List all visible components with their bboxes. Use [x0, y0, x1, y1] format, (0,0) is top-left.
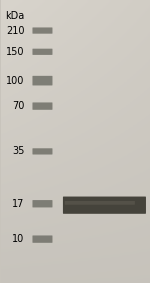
Text: 70: 70: [12, 101, 25, 111]
Text: kDa: kDa: [5, 11, 25, 21]
FancyBboxPatch shape: [32, 148, 52, 155]
FancyBboxPatch shape: [32, 76, 52, 85]
FancyBboxPatch shape: [32, 200, 52, 207]
FancyBboxPatch shape: [32, 102, 52, 110]
FancyBboxPatch shape: [63, 197, 146, 214]
Text: 10: 10: [12, 234, 25, 244]
FancyBboxPatch shape: [32, 235, 52, 243]
Text: 150: 150: [6, 47, 25, 57]
FancyBboxPatch shape: [32, 27, 52, 34]
Text: 210: 210: [6, 25, 25, 36]
FancyBboxPatch shape: [32, 49, 52, 55]
Text: 17: 17: [12, 199, 25, 209]
Text: 100: 100: [6, 76, 25, 86]
Text: 35: 35: [12, 146, 25, 156]
FancyBboxPatch shape: [65, 201, 135, 205]
